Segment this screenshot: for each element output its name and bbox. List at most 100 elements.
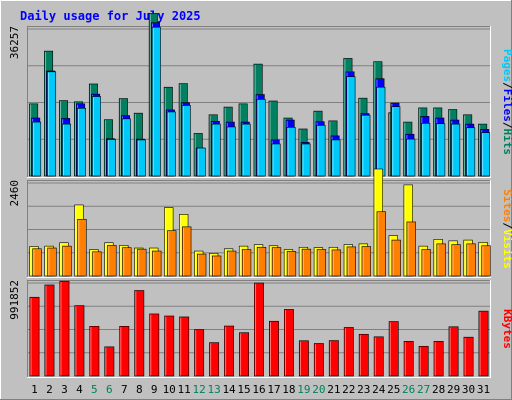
bar-sites	[256, 246, 267, 277]
bar-pages	[136, 139, 146, 177]
x-tick-label: 5	[91, 383, 98, 396]
bar-pages	[256, 99, 266, 177]
bar-kbytes	[254, 282, 264, 377]
x-tick-label: 28	[432, 383, 445, 396]
bar-kbytes	[433, 341, 444, 377]
x-tick-label: 29	[447, 383, 460, 396]
bar-sites	[316, 249, 327, 277]
bar-kbytes	[418, 345, 429, 377]
bar-pages	[331, 139, 341, 177]
bar-sites	[241, 249, 252, 277]
x-tick-label: 6	[106, 383, 113, 396]
bar-sites	[92, 251, 102, 277]
x-tick-label: 24	[372, 383, 386, 396]
x-tick-label: 23	[357, 383, 370, 396]
bar-pages	[481, 132, 491, 177]
bar-pages	[436, 123, 446, 177]
bar-sites	[376, 211, 386, 277]
bar-kbytes	[283, 309, 294, 377]
bar-sites	[481, 245, 491, 277]
y-max-label: 2460	[8, 180, 21, 207]
x-tick-label: 22	[342, 383, 355, 396]
x-tick-label: 15	[237, 383, 250, 396]
bar-pages	[286, 127, 296, 177]
svg-text:KBytes: KBytes	[501, 309, 512, 349]
bar-kbytes	[164, 315, 175, 377]
bar-kbytes	[59, 280, 70, 377]
x-tick-label: 26	[402, 383, 415, 396]
bar-sites	[167, 230, 177, 277]
x-tick-label: 11	[178, 383, 191, 396]
x-tick-label: 2	[46, 383, 53, 396]
bar-kbytes	[149, 313, 160, 377]
bar-pages	[32, 121, 42, 177]
bar-kbytes	[194, 329, 205, 377]
x-tick-label: 30	[462, 383, 475, 396]
legend-entry: Sites	[501, 189, 512, 222]
bar-pages	[376, 86, 386, 177]
bar-sites	[137, 248, 147, 277]
x-tick-label: 31	[477, 383, 490, 396]
x-tick-label: 9	[151, 383, 158, 396]
x-tick-label: 13	[207, 383, 220, 396]
bar-pages	[226, 126, 236, 177]
bar-sites	[286, 251, 297, 277]
bar-sites	[466, 243, 476, 277]
bar-pages	[346, 76, 356, 177]
bar-kbytes	[313, 343, 324, 377]
x-tick-label: 7	[121, 383, 128, 396]
panel-visits-sites: 2460 Sites/Visits	[8, 168, 512, 278]
bar-pages	[361, 114, 371, 177]
bar-sites	[32, 248, 42, 277]
x-tick-label: 4	[76, 383, 83, 396]
bar-kbytes	[134, 290, 145, 377]
bar-sites	[152, 250, 162, 277]
x-tick-label: 18	[282, 383, 295, 396]
bar-kbytes	[269, 320, 279, 377]
bar-pages	[181, 105, 191, 177]
bar-pages	[151, 26, 161, 177]
bar-kbytes	[328, 340, 339, 377]
bar-kbytes	[403, 341, 414, 377]
bar-kbytes	[358, 333, 369, 377]
x-tick-label: 20	[312, 383, 325, 396]
bar-sites	[271, 247, 282, 277]
bar-sites	[346, 246, 356, 277]
bar-pages	[301, 143, 311, 177]
bar-kbytes	[448, 326, 459, 377]
bar-pages	[466, 127, 476, 177]
x-tick-label: 19	[297, 383, 310, 396]
bar-sites	[451, 244, 461, 277]
bar-pages	[391, 106, 401, 177]
bar-pages	[47, 71, 57, 177]
svg-text:Pages/Files/Hits: Pages/Files/Hits	[501, 49, 512, 155]
bar-sites	[361, 246, 371, 277]
legend-kbytes: KBytes	[501, 309, 512, 349]
bar-sites	[107, 245, 117, 277]
bar-sites	[436, 243, 446, 277]
x-tick-label: 12	[193, 383, 206, 396]
bar-pages	[91, 96, 101, 177]
x-tick-label: 1	[31, 383, 38, 396]
x-tick-label: 25	[387, 383, 400, 396]
legend-entry: Pages	[501, 49, 512, 82]
bar-pages	[271, 143, 281, 177]
bar-kbytes	[89, 326, 100, 377]
bar-kbytes	[239, 332, 249, 377]
bar-sites	[197, 253, 207, 277]
bar-pages	[211, 123, 221, 177]
x-tick-label: 14	[222, 383, 236, 396]
bar-sites	[391, 239, 401, 277]
bar-sites	[301, 248, 312, 277]
bar-sites	[226, 250, 237, 277]
bar-kbytes	[224, 325, 235, 377]
bar-kbytes	[298, 340, 309, 377]
x-tick-label: 8	[136, 383, 143, 396]
bar-sites	[122, 247, 132, 277]
x-tick-label: 10	[163, 383, 176, 396]
panel-hits-files-pages: 36257 Pages/Files/Hits	[8, 13, 512, 178]
chart-title: Daily usage for July 2025	[20, 9, 201, 23]
panel-kbytes: 991852 KBytes	[8, 280, 512, 378]
bar-sites	[77, 218, 87, 277]
bar-kbytes	[29, 296, 40, 377]
